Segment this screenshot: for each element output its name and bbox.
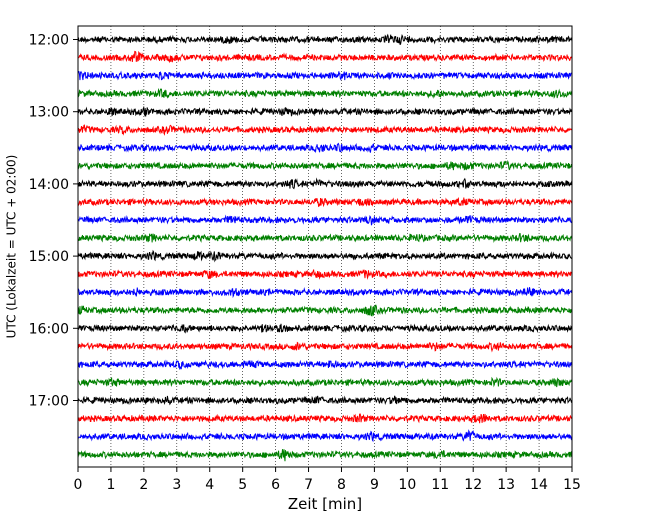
trace-1645 <box>77 376 573 388</box>
y-tick-label-1200: 12:00 <box>29 33 69 49</box>
trace-1500 <box>77 249 573 263</box>
trace-1745 <box>77 449 573 462</box>
trace-1730 <box>77 429 573 443</box>
trace-1630 <box>77 359 573 370</box>
x-tick-label-0: 0 <box>74 477 83 493</box>
y-axis-ticks: 12:00 13:00 14:00 15:00 16:00 17:00 <box>29 33 78 410</box>
trace-1615 <box>77 341 573 353</box>
x-tick-label-3: 3 <box>172 477 181 493</box>
x-tick-label-4: 4 <box>205 477 214 493</box>
trace-1345 <box>77 159 573 171</box>
trace-1415 <box>77 197 573 208</box>
x-axis-ticks: 0 1 2 3 4 5 6 7 8 9 10 11 12 13 14 15 <box>74 467 581 493</box>
trace-1200 <box>77 33 573 45</box>
x-axis-label: Zeit [min] <box>288 495 362 513</box>
trace-1315 <box>77 124 573 136</box>
trace-1330 <box>77 142 573 154</box>
x-tick-label-8: 8 <box>337 477 346 493</box>
trace-1300 <box>77 105 573 117</box>
trace-1230 <box>77 70 573 81</box>
y-tick-label-1500: 15:00 <box>29 249 69 265</box>
x-tick-label-14: 14 <box>530 477 548 493</box>
trace-1715 <box>77 413 573 424</box>
x-tick-label-15: 15 <box>563 477 581 493</box>
y-tick-label-1600: 16:00 <box>29 321 69 337</box>
x-tick-label-10: 10 <box>398 477 416 493</box>
plot-frame <box>77 25 573 468</box>
y-tick-label-1700: 17:00 <box>29 394 69 410</box>
trace-1430 <box>77 214 573 226</box>
trace-1515 <box>77 269 573 280</box>
trace-1400 <box>77 177 573 190</box>
seismogram-traces <box>77 33 573 462</box>
x-tick-label-2: 2 <box>139 477 148 493</box>
x-tick-label-6: 6 <box>271 477 280 493</box>
x-tick-label-12: 12 <box>464 477 482 493</box>
trace-1600 <box>77 323 573 334</box>
y-axis-label: UTC (Lokalzeit = UTC + 02:00) <box>5 155 19 339</box>
x-tick-label-7: 7 <box>304 477 313 493</box>
trace-1245 <box>77 87 573 99</box>
y-tick-label-1300: 13:00 <box>29 105 69 121</box>
x-tick-label-5: 5 <box>238 477 247 493</box>
x-tick-label-11: 11 <box>431 477 449 493</box>
y-tick-label-1400: 14:00 <box>29 177 69 193</box>
trace-1700 <box>77 395 573 406</box>
trace-1445 <box>77 233 573 243</box>
trace-1530 <box>77 287 573 299</box>
trace-1545 <box>77 304 573 317</box>
trace-1215 <box>77 50 573 64</box>
x-tick-label-1: 1 <box>106 477 115 493</box>
x-tick-label-9: 9 <box>370 477 379 493</box>
x-tick-label-13: 13 <box>497 477 515 493</box>
